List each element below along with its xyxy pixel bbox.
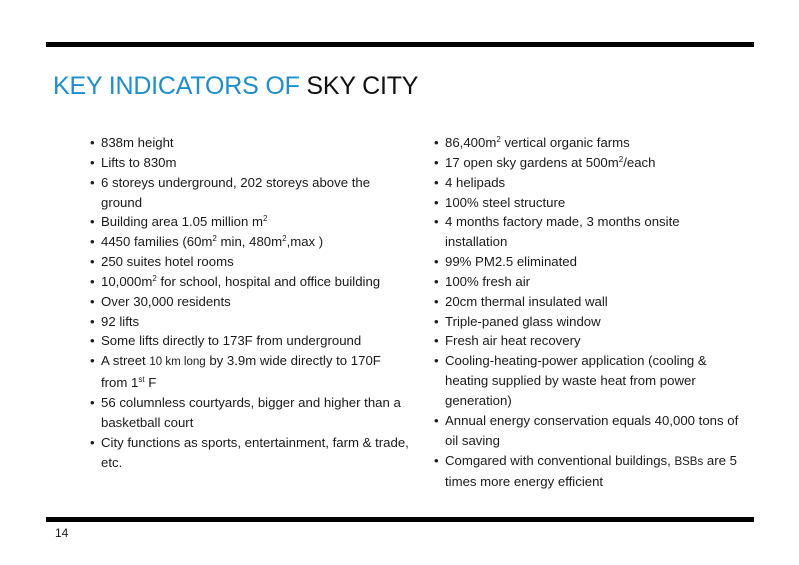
list-item: 4450 families (60m2 min, 480m2,max ) — [90, 232, 410, 252]
item-text: Over 30,000 residents — [101, 293, 231, 309]
list-item: 86,400m2 vertical organic farms — [434, 133, 744, 153]
item-text: 838m height — [101, 135, 174, 150]
item-text: 86,400m — [445, 135, 497, 150]
item-text-small: BSBs — [674, 455, 704, 468]
list-item: City functions as sports, entertainment,… — [90, 433, 410, 473]
item-text: by 3.9m wide directly to 170F from 1 — [101, 353, 381, 391]
superscript: 2 — [618, 154, 624, 164]
page-number: 14 — [55, 526, 69, 540]
superscript: 2 — [152, 273, 157, 283]
bottom-rule — [46, 517, 754, 522]
superscript: 2 — [263, 214, 268, 224]
item-text-small: 10 km long — [149, 356, 206, 369]
item-text: for school, hospital and office building — [156, 273, 381, 289]
item-text: are 5 times more energy efficient — [445, 452, 737, 490]
superscript: 2 — [282, 234, 287, 244]
item-text: A street — [101, 353, 150, 369]
item-text: 100% steel structure — [445, 194, 566, 210]
list-item: 17 open sky gardens at 500m2/each — [434, 153, 744, 173]
superscript: 2 — [496, 135, 501, 144]
item-text: 4 months factory made, 3 months onsite i… — [445, 214, 680, 250]
list-item: 4 months factory made, 3 months onsite i… — [434, 212, 744, 252]
list-item: Cooling-heating-power application (cooli… — [434, 351, 744, 411]
list-item: Building area 1.05 million m2 — [90, 212, 410, 232]
list-item: 100% steel structure — [434, 193, 744, 213]
item-text: Cooling-heating-power application (cooli… — [445, 353, 707, 408]
title-main-text: SKY CITY — [306, 72, 419, 100]
item-text: 20cm thermal insulated wall — [445, 293, 608, 309]
item-text: 17 open sky gardens at 500m — [445, 154, 619, 170]
list-item: Some lifts directly to 173F from undergr… — [90, 331, 410, 351]
item-text: 100% fresh air — [445, 273, 531, 289]
list-item: 20cm thermal insulated wall — [434, 292, 744, 312]
list-item: Lifts to 830m — [90, 153, 410, 173]
item-text: 92 lifts — [101, 313, 140, 329]
item-text: 56 columnless courtyards, bigger and hig… — [101, 394, 401, 430]
item-text: Some lifts directly to 173F from undergr… — [101, 333, 362, 349]
list-item: 250 suites hotel rooms — [90, 252, 410, 272]
item-text: Fresh air heat recovery — [445, 333, 581, 349]
item-text: Building area 1.05 million m — [101, 214, 263, 230]
list-item: 6 storeys underground, 202 storeys above… — [90, 173, 410, 213]
item-text: ,max ) — [286, 234, 324, 250]
superscript: 2 — [212, 234, 217, 244]
item-text: F — [144, 375, 157, 391]
item-text: 4450 families (60m — [101, 234, 213, 250]
title-accent-text: KEY INDICATORS OF — [53, 72, 307, 100]
item-text: 99% PM2.5 eliminated — [445, 254, 577, 270]
list-item: Over 30,000 residents — [90, 292, 410, 312]
list-item: 100% fresh air — [434, 272, 744, 292]
item-text: /each — [623, 154, 656, 170]
list-item: Triple-paned glass window — [434, 312, 744, 332]
top-rule — [46, 42, 754, 47]
page-title: KEY INDICATORS OF SKY CITY — [53, 72, 418, 101]
list-item: 838m height — [90, 133, 410, 153]
item-text: 250 suites hotel rooms — [101, 254, 234, 270]
item-text: Triple-paned glass window — [445, 313, 601, 329]
item-text: City functions as sports, entertainment,… — [101, 434, 409, 470]
list-item: 92 lifts — [90, 312, 410, 332]
list-item: A street 10 km long by 3.9m wide directl… — [90, 351, 410, 393]
list-item: Annual energy conservation equals 40,000… — [434, 411, 744, 451]
item-text: 6 storeys underground, 202 storeys above… — [101, 174, 371, 210]
left-indicator-list: 838m height Lifts to 830m 6 storeys underg… — [90, 133, 410, 472]
list-item: 56 columnless courtyards, bigger and hig… — [90, 393, 410, 433]
item-text: 4 helipads — [445, 174, 506, 190]
item-text: vertical organic farms — [500, 135, 630, 150]
item-text: Lifts to 830m — [101, 154, 177, 170]
right-indicator-list: 86,400m2 vertical organic farms17 open s… — [434, 133, 744, 492]
list-item: 10,000m2 for school, hospital and office… — [90, 272, 410, 292]
superscript: st — [138, 375, 145, 385]
item-text: min, 480m — [216, 234, 283, 250]
item-text: 10,000m — [101, 273, 153, 289]
list-item: Fresh air heat recovery — [434, 331, 744, 351]
list-item: Comgared with conventional buildings, BS… — [434, 451, 744, 493]
item-text: Comgared with conventional buildings, — [445, 452, 675, 468]
list-item: 99% PM2.5 eliminated — [434, 252, 744, 272]
list-item: 4 helipads — [434, 173, 744, 193]
item-text: Annual energy conservation equals 40,000… — [445, 412, 739, 448]
